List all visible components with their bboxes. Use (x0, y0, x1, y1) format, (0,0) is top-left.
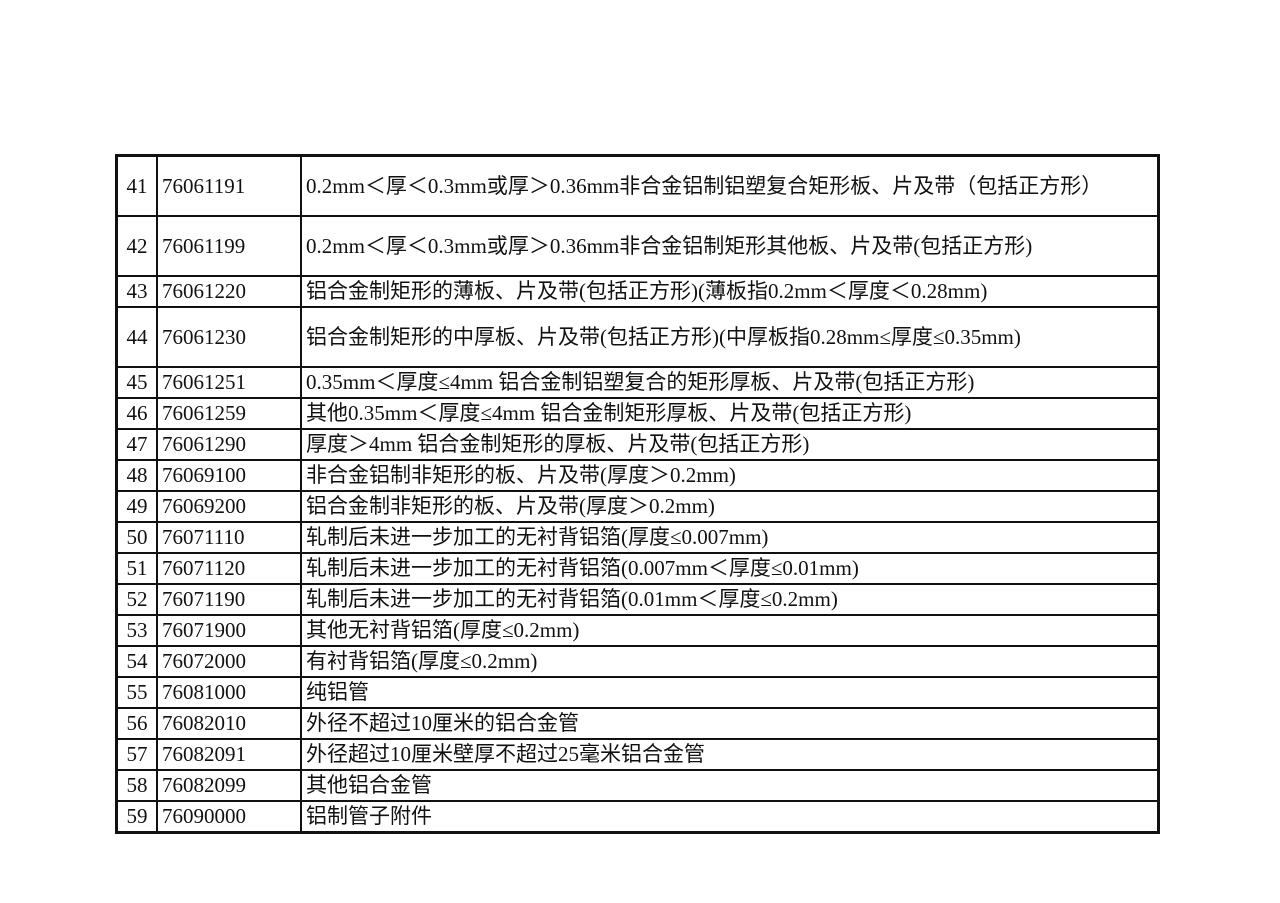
description: 非合金铝制非矩形的板、片及带(厚度＞0.2mm) (300, 459, 1160, 492)
hs-code: 76061259 (156, 397, 302, 430)
row-number: 48 (115, 459, 158, 492)
table-row: 47 76061290 厚度＞4mm 铝合金制矩形的厚板、片及带(包括正方形) (115, 428, 1160, 461)
hs-code: 76061191 (156, 154, 302, 217)
row-number: 41 (115, 154, 158, 217)
description: 铝合金制矩形的薄板、片及带(包括正方形)(薄板指0.2mm＜厚度＜0.28mm) (300, 275, 1160, 308)
hs-code: 76071900 (156, 614, 302, 647)
description: 0.35mm＜厚度≤4mm 铝合金制铝塑复合的矩形厚板、片及带(包括正方形) (300, 366, 1160, 399)
table-row: 57 76082091 外径超过10厘米壁厚不超过25毫米铝合金管 (115, 738, 1160, 771)
row-number: 50 (115, 521, 158, 554)
hs-code: 76071120 (156, 552, 302, 585)
description: 轧制后未进一步加工的无衬背铝箔(0.007mm＜厚度≤0.01mm) (300, 552, 1160, 585)
hs-code: 76071110 (156, 521, 302, 554)
row-number: 49 (115, 490, 158, 523)
hs-code: 76072000 (156, 645, 302, 678)
row-number: 47 (115, 428, 158, 461)
table-row: 59 76090000 铝制管子附件 (115, 800, 1160, 834)
row-number: 54 (115, 645, 158, 678)
description: 有衬背铝箔(厚度≤0.2mm) (300, 645, 1160, 678)
row-number: 46 (115, 397, 158, 430)
description: 外径超过10厘米壁厚不超过25毫米铝合金管 (300, 738, 1160, 771)
description: 铝制管子附件 (300, 800, 1160, 834)
hs-code: 76061199 (156, 215, 302, 277)
table-body: 41 76061191 0.2mm＜厚＜0.3mm或厚＞0.36mm非合金铝制铝塑复… (115, 154, 1160, 834)
hs-code: 76061290 (156, 428, 302, 461)
hs-code: 76061251 (156, 366, 302, 399)
description: 铝合金制矩形的中厚板、片及带(包括正方形)(中厚板指0.28mm≤厚度≤0.35… (300, 306, 1160, 368)
description: 外径不超过10厘米的铝合金管 (300, 707, 1160, 740)
table-row: 54 76072000 有衬背铝箔(厚度≤0.2mm) (115, 645, 1160, 678)
table-row: 45 76061251 0.35mm＜厚度≤4mm 铝合金制铝塑复合的矩形厚板、片及… (115, 366, 1160, 399)
table-row: 50 76071110 轧制后未进一步加工的无衬背铝箔(厚度≤0.007mm) (115, 521, 1160, 554)
hs-code: 76069200 (156, 490, 302, 523)
hs-code: 76082099 (156, 769, 302, 802)
table-row: 52 76071190 轧制后未进一步加工的无衬背铝箔(0.01mm＜厚度≤0.2m… (115, 583, 1160, 616)
table-row: 49 76069200 铝合金制非矩形的板、片及带(厚度＞0.2mm) (115, 490, 1160, 523)
row-number: 43 (115, 275, 158, 308)
hs-code: 76090000 (156, 800, 302, 834)
row-number: 52 (115, 583, 158, 616)
row-number: 45 (115, 366, 158, 399)
hs-code: 76081000 (156, 676, 302, 709)
table-row: 42 76061199 0.2mm＜厚＜0.3mm或厚＞0.36mm非合金铝制矩形其… (115, 215, 1160, 277)
row-number: 51 (115, 552, 158, 585)
table-row: 43 76061220 铝合金制矩形的薄板、片及带(包括正方形)(薄板指0.2mm＜… (115, 275, 1160, 308)
table-row: 44 76061230 铝合金制矩形的中厚板、片及带(包括正方形)(中厚板指0.28… (115, 306, 1160, 368)
row-number: 58 (115, 769, 158, 802)
table-row: 55 76081000 纯铝管 (115, 676, 1160, 709)
hs-code: 76071190 (156, 583, 302, 616)
description: 其他铝合金管 (300, 769, 1160, 802)
description: 轧制后未进一步加工的无衬背铝箔(0.01mm＜厚度≤0.2mm) (300, 583, 1160, 616)
row-number: 57 (115, 738, 158, 771)
description: 0.2mm＜厚＜0.3mm或厚＞0.36mm非合金铝制铝塑复合矩形板、片及带（包… (300, 154, 1160, 217)
row-number: 59 (115, 800, 158, 834)
table-row: 56 76082010 外径不超过10厘米的铝合金管 (115, 707, 1160, 740)
tariff-code-table: 41 76061191 0.2mm＜厚＜0.3mm或厚＞0.36mm非合金铝制铝塑复… (115, 154, 1160, 834)
description: 其他无衬背铝箔(厚度≤0.2mm) (300, 614, 1160, 647)
hs-code: 76061230 (156, 306, 302, 368)
row-number: 56 (115, 707, 158, 740)
table-row: 41 76061191 0.2mm＜厚＜0.3mm或厚＞0.36mm非合金铝制铝塑复… (115, 154, 1160, 217)
table-row: 51 76071120 轧制后未进一步加工的无衬背铝箔(0.007mm＜厚度≤0.0… (115, 552, 1160, 585)
row-number: 44 (115, 306, 158, 368)
description: 铝合金制非矩形的板、片及带(厚度＞0.2mm) (300, 490, 1160, 523)
description: 厚度＞4mm 铝合金制矩形的厚板、片及带(包括正方形) (300, 428, 1160, 461)
hs-code: 76082010 (156, 707, 302, 740)
description: 0.2mm＜厚＜0.3mm或厚＞0.36mm非合金铝制矩形其他板、片及带(包括正… (300, 215, 1160, 277)
row-number: 53 (115, 614, 158, 647)
hs-code: 76061220 (156, 275, 302, 308)
hs-code: 76082091 (156, 738, 302, 771)
table-row: 48 76069100 非合金铝制非矩形的板、片及带(厚度＞0.2mm) (115, 459, 1160, 492)
description: 纯铝管 (300, 676, 1160, 709)
row-number: 55 (115, 676, 158, 709)
description: 其他0.35mm＜厚度≤4mm 铝合金制矩形厚板、片及带(包括正方形) (300, 397, 1160, 430)
row-number: 42 (115, 215, 158, 277)
table-row: 46 76061259 其他0.35mm＜厚度≤4mm 铝合金制矩形厚板、片及带(包… (115, 397, 1160, 430)
description: 轧制后未进一步加工的无衬背铝箔(厚度≤0.007mm) (300, 521, 1160, 554)
table-row: 53 76071900 其他无衬背铝箔(厚度≤0.2mm) (115, 614, 1160, 647)
table-row: 58 76082099 其他铝合金管 (115, 769, 1160, 802)
hs-code: 76069100 (156, 459, 302, 492)
